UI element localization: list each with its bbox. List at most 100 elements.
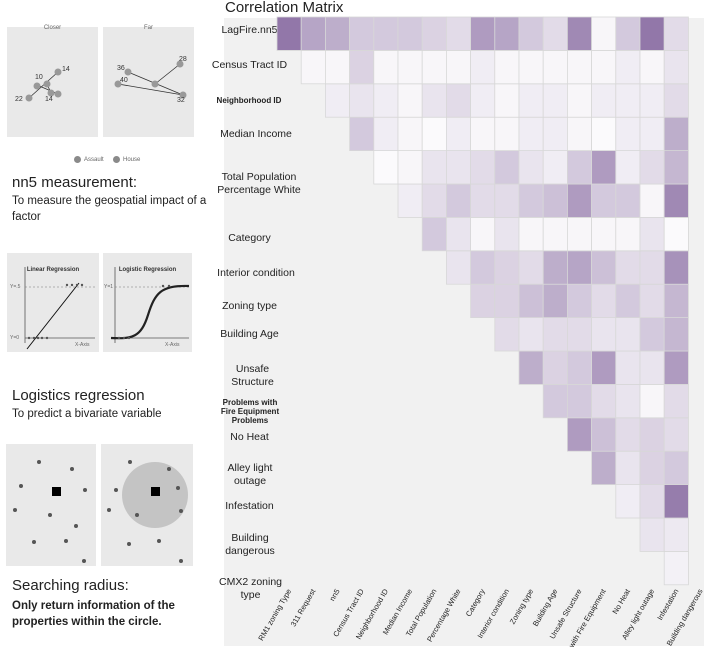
logistic-title: Logistic Regression <box>118 267 177 273</box>
radius-description: Only return information of the propertie… <box>12 600 175 628</box>
heatmap-cell <box>373 116 399 151</box>
heatmap-cell <box>542 216 568 252</box>
heatmap-cell <box>470 83 496 118</box>
nn5-far-diagram <box>114 60 187 99</box>
linear-regression-plot <box>24 267 95 350</box>
heatmap-cell <box>542 150 568 185</box>
heatmap-cell <box>421 216 447 252</box>
heatmap-cell <box>421 50 447 85</box>
house-legend-dot <box>113 156 120 163</box>
y-label-unsafe-structure: Unsafe Structure <box>231 363 274 388</box>
heatmap-cell <box>421 183 447 218</box>
heatmap-cell <box>615 484 641 519</box>
heatmap-cell <box>639 484 665 519</box>
heatmap-cell <box>663 517 689 552</box>
nn5-label: 22 <box>15 96 23 103</box>
heatmap-cell <box>591 150 617 185</box>
heatmap-cell <box>591 383 617 419</box>
nn5-label: 40 <box>120 77 128 84</box>
heatmap-cell <box>494 317 520 352</box>
heatmap-cell <box>470 283 496 319</box>
linear-regression-panel: Linear Regression Y=.5 Y=0 X-Axis <box>7 253 99 352</box>
heatmap-cell <box>591 116 617 151</box>
heatmap-cell <box>542 83 568 118</box>
heatmap-cell <box>518 317 544 352</box>
y-label-alley-light: Alley light outage <box>227 462 273 487</box>
heatmap-cell <box>639 317 665 352</box>
heatmap-cell <box>470 50 496 85</box>
heatmap-cell <box>663 150 689 185</box>
logistic-regression-panel: Logistic Regression Y=1 X-Axis <box>103 253 192 352</box>
heatmap-cell <box>615 317 641 352</box>
heatmap-cell <box>591 450 617 486</box>
heatmap-cell <box>591 317 617 352</box>
assault-legend-dot <box>74 156 81 163</box>
heatmap-cell <box>349 83 375 118</box>
y-label-zoning-type: Zoning type <box>222 300 277 312</box>
logistic-title-text: Logistics regression <box>12 387 145 404</box>
heatmap-cell <box>615 150 641 185</box>
heatmap-cell <box>639 150 665 185</box>
heatmap-cell <box>663 83 689 118</box>
heatmap-cell <box>542 116 568 151</box>
heatmap-cell <box>639 417 665 452</box>
heatmap-cell <box>324 16 350 51</box>
heatmap-cell <box>542 16 568 51</box>
heatmap-cell <box>542 183 568 218</box>
heatmap-cell <box>567 150 593 185</box>
heatmap-cell <box>567 250 593 285</box>
x-tick-label: Infestation <box>655 587 680 621</box>
logistic-regression-plot <box>110 267 190 343</box>
heatmap-cell <box>445 83 471 118</box>
heatmap-cell <box>445 183 471 218</box>
heatmap-cell <box>470 183 496 218</box>
heatmap-cell <box>494 216 520 252</box>
heatmap-cell <box>470 216 496 252</box>
heatmap-cell <box>615 83 641 118</box>
heatmap-cell <box>615 450 641 486</box>
heatmap-cell <box>445 250 471 285</box>
heatmap-cell <box>518 83 544 118</box>
heatmap-cell <box>567 417 593 452</box>
heatmap-cell <box>300 50 326 85</box>
heatmap-cell <box>663 417 689 452</box>
heatmap-cell <box>615 283 641 319</box>
heatmap-cell <box>639 116 665 151</box>
heatmap-cell <box>663 317 689 352</box>
house-legend-label: House <box>123 157 141 163</box>
heatmap-cell <box>639 283 665 319</box>
heatmap-cell <box>663 183 689 218</box>
far-caption: Far <box>144 25 153 31</box>
heatmap-cell <box>663 383 689 419</box>
heatmap-cell <box>663 551 689 586</box>
heatmap-cell <box>518 216 544 252</box>
radius-scatter-right <box>107 460 188 563</box>
heatmap-cell <box>397 116 423 151</box>
heatmap-cell <box>591 16 617 51</box>
heatmap-cell <box>591 216 617 252</box>
nn5-label: 10 <box>35 74 43 81</box>
heatmap-cell <box>542 350 568 385</box>
heatmap-cell <box>567 50 593 85</box>
y-label-building-age: Building Age <box>220 328 279 340</box>
heatmap-cell <box>494 250 520 285</box>
heatmap-cell <box>615 383 641 419</box>
heatmap-cell <box>349 116 375 151</box>
heatmap-cell <box>300 16 326 51</box>
heatmap-cell <box>542 317 568 352</box>
radius-panel-right <box>101 444 193 566</box>
heatmap-cell <box>639 16 665 51</box>
heatmap-cell <box>591 417 617 452</box>
heatmap-cell <box>397 150 423 185</box>
heatmap-cell <box>639 350 665 385</box>
heatmap-cell <box>615 417 641 452</box>
heatmap-cell <box>567 317 593 352</box>
heatmap-cell <box>494 16 520 51</box>
heatmap-cell <box>494 150 520 185</box>
y-label-median-income: Median Income <box>220 128 292 140</box>
heatmap-cell <box>421 150 447 185</box>
heatmap-cell <box>445 50 471 85</box>
heatmap-cell <box>639 83 665 118</box>
heatmap-cell <box>445 16 471 51</box>
